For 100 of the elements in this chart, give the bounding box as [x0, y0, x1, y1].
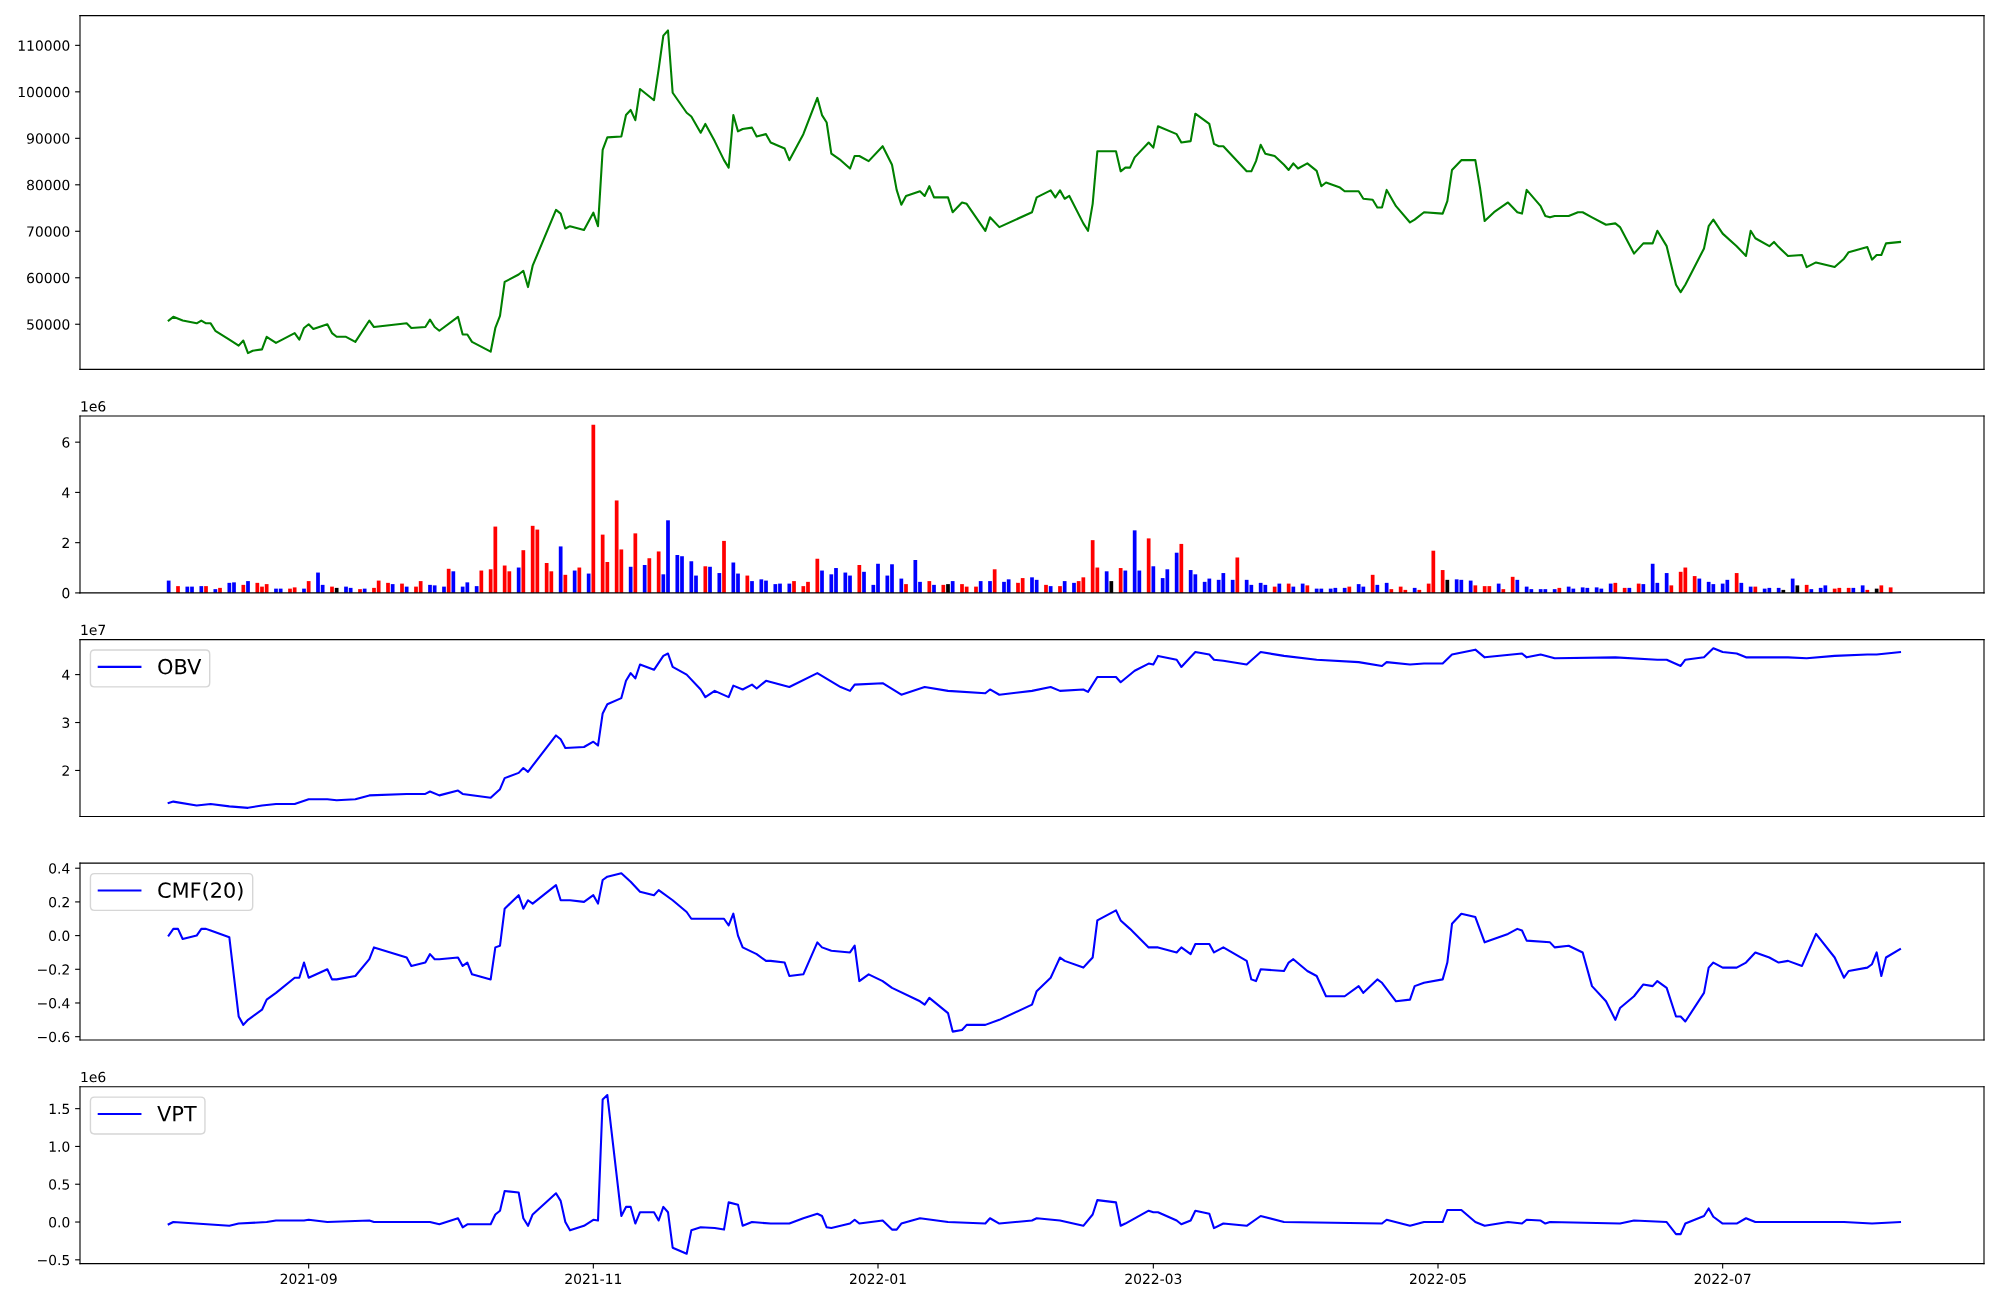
y-tick-label: 0.5: [49, 1179, 70, 1190]
y-tick-label: 100000: [18, 86, 70, 98]
bar: [1263, 584, 1268, 593]
bar: [432, 585, 437, 593]
bar: [600, 534, 605, 593]
bar: [1286, 583, 1291, 593]
bar: [246, 581, 250, 593]
bar: [927, 581, 932, 593]
bar: [521, 550, 526, 593]
bar: [1879, 585, 1884, 593]
bar: [642, 565, 647, 593]
bar: [544, 563, 549, 593]
bar: [1174, 552, 1179, 593]
bar: [703, 566, 708, 593]
bar: [899, 578, 904, 593]
bar: [1496, 583, 1501, 593]
bar: [1356, 584, 1361, 593]
bar: [1370, 574, 1375, 593]
bar: [1431, 550, 1436, 593]
bar: [176, 586, 180, 593]
bar: [614, 500, 619, 593]
bar: [1720, 583, 1725, 593]
bar: [815, 558, 820, 593]
bar: [1044, 584, 1048, 593]
bar: [1151, 566, 1156, 593]
bar: [563, 574, 568, 593]
legend-label: OBV: [158, 658, 202, 675]
bar: [530, 525, 535, 593]
bar: [932, 584, 936, 593]
bar: [1440, 570, 1445, 593]
bar: [1300, 583, 1305, 593]
bar: [1860, 585, 1865, 593]
bar: [647, 558, 652, 593]
bar: [1613, 582, 1618, 593]
text: 1e6: [81, 401, 106, 412]
bar: [628, 566, 633, 593]
bar: [386, 582, 390, 593]
bar: [1193, 574, 1198, 593]
y-tick-label: 1.5: [49, 1103, 70, 1115]
bar: [941, 584, 946, 593]
bar: [292, 587, 297, 593]
y-tick-label: 70000: [27, 226, 70, 237]
bar: [1188, 570, 1193, 593]
bar: [451, 571, 456, 593]
y-tick-label: 4: [62, 487, 70, 498]
bar: [166, 580, 171, 593]
bar: [1118, 568, 1123, 593]
bar: [1706, 581, 1711, 593]
bar: [1249, 584, 1254, 593]
bar: [1020, 578, 1025, 593]
bar: [1165, 569, 1170, 593]
bar: [862, 571, 866, 593]
bar: [717, 573, 722, 593]
bar: [1678, 571, 1683, 593]
bar: [656, 551, 661, 593]
legend-label: VPT: [157, 1106, 197, 1122]
y-tick-label: 90000: [26, 133, 70, 144]
y-tick-label: 0: [62, 587, 70, 599]
bar: [1277, 583, 1282, 593]
bar: [675, 554, 680, 593]
y-tick-label: 1.0: [49, 1141, 70, 1152]
y-tick-label: 0.0: [49, 930, 70, 942]
bar: [1580, 587, 1585, 593]
bar: [199, 586, 204, 593]
text: 1e6: [81, 1071, 106, 1083]
bar: [978, 581, 983, 593]
bar: [1692, 576, 1697, 593]
y-tick-label: 0.4: [49, 863, 70, 874]
y-tick-label: 4: [62, 669, 70, 680]
bar: [792, 581, 796, 593]
bar: [1790, 578, 1795, 593]
bar: [1473, 585, 1478, 593]
bar: [1123, 570, 1128, 593]
bar: [1641, 584, 1646, 593]
text: 1e7: [81, 624, 106, 636]
bar: [1725, 579, 1730, 593]
bar: [502, 565, 507, 593]
x-tick-label: 2022-01: [850, 1273, 906, 1285]
x-tick-label: 2022-07: [1694, 1273, 1751, 1285]
bar: [1034, 579, 1039, 593]
bar: [1179, 543, 1184, 593]
y-tick-label: 2: [62, 537, 69, 548]
y-tick-label: −0.2: [38, 964, 69, 975]
bar: [633, 533, 638, 593]
bar: [1305, 585, 1310, 593]
bar: [446, 568, 451, 593]
y-tick-label: 60000: [27, 272, 70, 284]
bar: [1132, 530, 1137, 593]
bar: [913, 559, 918, 593]
bar: [745, 575, 750, 593]
bar: [204, 586, 208, 593]
bar: [418, 581, 423, 593]
bar: [1006, 579, 1011, 593]
y-tick-label: 6: [62, 437, 70, 448]
bar: [558, 546, 563, 593]
bar: [722, 540, 726, 593]
bar: [988, 581, 992, 593]
y-tick-label: −0.4: [38, 997, 70, 1009]
bar: [1487, 586, 1492, 593]
bar: [1062, 581, 1067, 593]
